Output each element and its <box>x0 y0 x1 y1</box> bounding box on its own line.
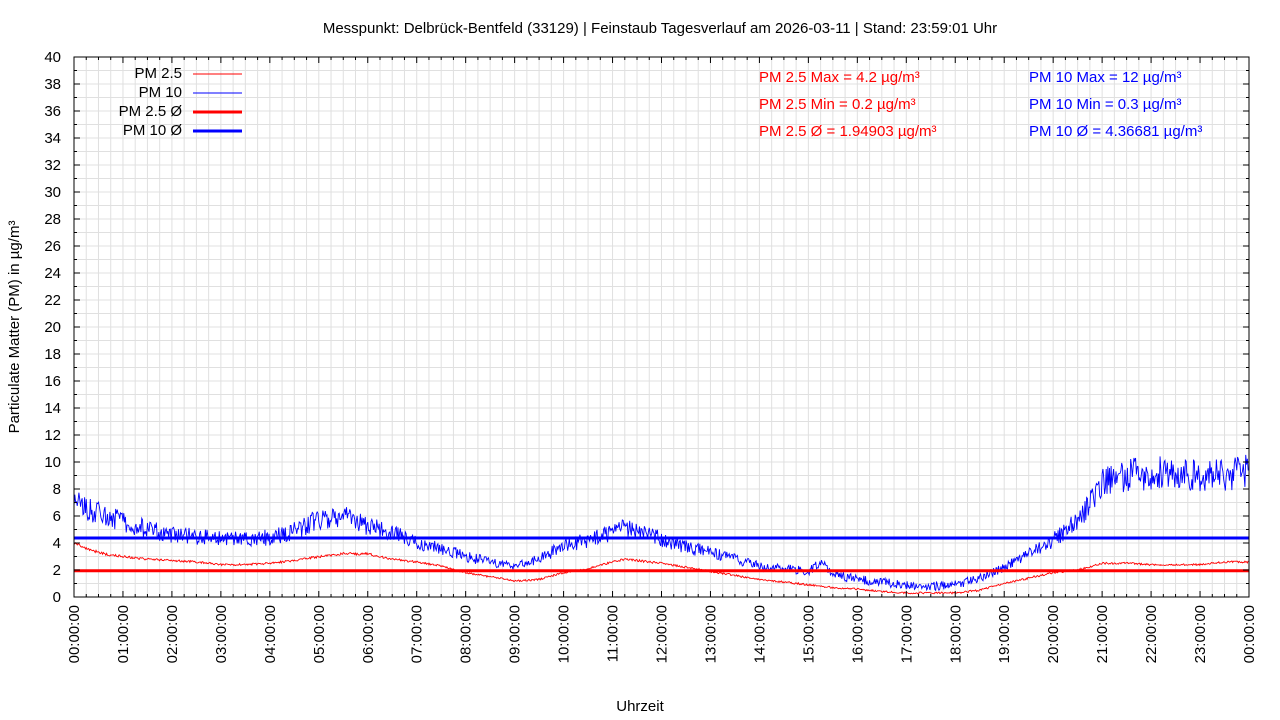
pm10-stat-label: PM 10 Min = 0.3 µg/m³ <box>1029 96 1181 113</box>
legend-label: PM 2.5 <box>134 65 182 82</box>
y-tick-label: 10 <box>44 454 61 471</box>
y-tick-label: 26 <box>44 238 61 255</box>
x-tick-label: 19:00:00 <box>996 605 1013 663</box>
chart-title: Messpunkt: Delbrück-Bentfeld (33129) | F… <box>323 20 997 37</box>
x-tick-label: 20:00:00 <box>1045 605 1062 663</box>
y-tick-label: 6 <box>53 508 61 525</box>
y-tick-label: 32 <box>44 157 61 174</box>
plot-series <box>73 454 1249 595</box>
y-tick-label: 2 <box>53 562 61 579</box>
x-tick-label: 18:00:00 <box>947 605 964 663</box>
x-tick-label: 15:00:00 <box>800 605 817 663</box>
y-tick-label: 30 <box>44 184 61 201</box>
y-axis-label: Particulate Matter (PM) in µg/m³ <box>6 221 23 434</box>
legend-label: PM 10 Ø <box>123 122 183 139</box>
pm10-stat-label: PM 10 Max = 12 µg/m³ <box>1029 69 1181 86</box>
pm25-stat-label: PM 2.5 Min = 0.2 µg/m³ <box>759 96 916 113</box>
y-tick-label: 40 <box>44 49 61 66</box>
x-tick-label: 17:00:00 <box>898 605 915 663</box>
x-tick-label: 11:00:00 <box>605 605 622 662</box>
x-tick-label: 21:00:00 <box>1094 605 1111 663</box>
y-tick-label: 20 <box>44 319 61 336</box>
x-tick-label: 00:00:00 <box>66 605 83 663</box>
x-tick-label: 00:00:00 <box>1241 605 1258 663</box>
y-tick-label: 24 <box>44 265 61 282</box>
x-tick-label: 13:00:00 <box>702 605 719 663</box>
y-tick-label: 4 <box>53 535 61 552</box>
y-tick-label: 12 <box>44 427 61 444</box>
x-tick-label: 02:00:00 <box>164 605 181 663</box>
y-tick-label: 14 <box>44 400 61 417</box>
stats-annotations: PM 2.5 Max = 4.2 µg/m³ PM 2.5 Min = 0.2 µ… <box>759 69 1202 140</box>
pm25-stat-label: PM 2.5 Ø = 1.94903 µg/m³ <box>759 123 936 140</box>
x-tick-label: 04:00:00 <box>262 605 279 663</box>
x-tick-label: 14:00:00 <box>751 605 768 663</box>
x-axis-ticks: 00:00:00 01:00:00 02:00:00 03:00:00 04:00:00… <box>66 57 1258 663</box>
x-tick-label: 16:00:00 <box>849 605 866 663</box>
x-tick-label: 06:00:00 <box>360 605 377 663</box>
pm10-stat-label: PM 10 Ø = 4.36681 µg/m³ <box>1029 123 1202 140</box>
x-tick-label: 03:00:00 <box>213 605 230 663</box>
x-axis-label: Uhrzeit <box>616 698 664 715</box>
y-tick-label: 18 <box>44 346 61 363</box>
series-line-pm25 <box>73 542 1249 595</box>
legend-label: PM 2.5 Ø <box>119 103 183 120</box>
y-tick-label: 0 <box>53 589 61 606</box>
x-tick-label: 23:00:00 <box>1192 605 1209 663</box>
x-tick-label: 07:00:00 <box>409 605 426 663</box>
x-tick-label: 09:00:00 <box>507 605 524 663</box>
x-tick-label: 22:00:00 <box>1143 605 1160 663</box>
x-tick-label: 05:00:00 <box>311 605 328 663</box>
y-tick-label: 22 <box>44 292 61 309</box>
legend-label: PM 10 <box>139 84 182 101</box>
y-tick-label: 34 <box>44 130 61 147</box>
legend: PM 2.5 PM 10 PM 2.5 Ø PM 10 Ø <box>119 65 242 139</box>
x-tick-label: 08:00:00 <box>458 605 475 663</box>
y-tick-label: 16 <box>44 373 61 390</box>
x-tick-label: 01:00:00 <box>115 605 132 663</box>
x-tick-label: 10:00:00 <box>556 605 573 663</box>
x-tick-label: 12:00:00 <box>654 605 671 663</box>
y-tick-label: 36 <box>44 103 61 120</box>
y-tick-label: 8 <box>53 481 61 498</box>
y-tick-label: 28 <box>44 211 61 228</box>
pm25-stat-label: PM 2.5 Max = 4.2 µg/m³ <box>759 69 920 86</box>
y-tick-label: 38 <box>44 76 61 93</box>
